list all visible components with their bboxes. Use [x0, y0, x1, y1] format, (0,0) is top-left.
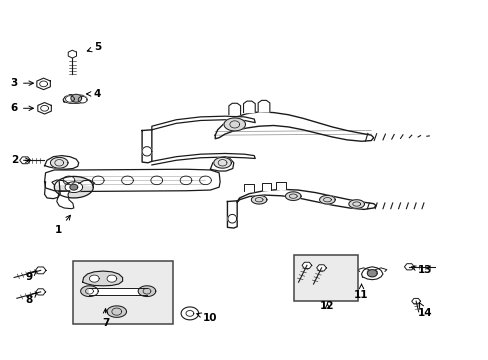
Polygon shape [302, 262, 311, 269]
Polygon shape [65, 96, 74, 102]
Text: 8: 8 [25, 293, 37, 305]
Text: 3: 3 [11, 78, 33, 88]
Polygon shape [152, 116, 255, 130]
Polygon shape [243, 101, 255, 113]
Polygon shape [348, 200, 364, 208]
Polygon shape [237, 189, 375, 210]
Polygon shape [261, 183, 271, 190]
Polygon shape [199, 176, 211, 185]
Polygon shape [79, 180, 94, 186]
Text: 2: 2 [11, 155, 30, 165]
Polygon shape [37, 78, 50, 90]
Text: 1: 1 [55, 215, 70, 235]
Polygon shape [20, 157, 30, 164]
Polygon shape [89, 275, 99, 282]
Polygon shape [251, 195, 266, 204]
Polygon shape [180, 176, 191, 185]
Polygon shape [374, 268, 386, 271]
Text: 9: 9 [25, 271, 36, 282]
Polygon shape [92, 176, 104, 185]
Polygon shape [122, 176, 133, 185]
Polygon shape [52, 180, 69, 185]
Text: 12: 12 [320, 301, 334, 311]
Polygon shape [228, 103, 240, 115]
Polygon shape [366, 270, 376, 277]
Bar [294, 255, 357, 301]
Polygon shape [210, 157, 233, 171]
Polygon shape [152, 153, 255, 165]
Polygon shape [70, 184, 78, 190]
Polygon shape [35, 267, 46, 274]
Polygon shape [82, 271, 122, 286]
Polygon shape [361, 267, 382, 280]
Polygon shape [107, 306, 126, 318]
Text: 13: 13 [410, 265, 431, 275]
Polygon shape [44, 156, 79, 169]
Polygon shape [57, 191, 74, 209]
Text: 10: 10 [196, 313, 217, 323]
Polygon shape [276, 182, 285, 189]
Polygon shape [142, 147, 152, 156]
Polygon shape [258, 100, 269, 112]
Polygon shape [316, 265, 326, 271]
Polygon shape [68, 50, 76, 58]
Polygon shape [63, 95, 87, 103]
Text: 4: 4 [86, 89, 101, 99]
Polygon shape [244, 184, 254, 192]
Polygon shape [215, 112, 373, 141]
Polygon shape [107, 275, 117, 282]
Polygon shape [227, 215, 236, 223]
Polygon shape [151, 176, 162, 185]
Text: 6: 6 [11, 103, 33, 113]
Polygon shape [213, 157, 231, 168]
Polygon shape [404, 264, 413, 270]
Polygon shape [181, 307, 198, 320]
Polygon shape [78, 96, 87, 103]
Polygon shape [65, 182, 82, 193]
Polygon shape [411, 298, 420, 304]
Polygon shape [54, 176, 93, 198]
Bar [73, 261, 172, 324]
Polygon shape [50, 157, 68, 168]
Polygon shape [138, 286, 156, 297]
Text: 14: 14 [417, 303, 431, 318]
Polygon shape [224, 118, 245, 131]
Polygon shape [285, 192, 301, 201]
Polygon shape [36, 289, 45, 295]
Polygon shape [44, 182, 60, 199]
Polygon shape [89, 288, 147, 295]
Polygon shape [71, 94, 81, 102]
Polygon shape [319, 195, 334, 204]
Polygon shape [44, 169, 220, 192]
Polygon shape [38, 103, 51, 114]
Polygon shape [81, 286, 98, 297]
Polygon shape [142, 130, 152, 163]
Text: 5: 5 [87, 42, 102, 52]
Polygon shape [227, 201, 237, 228]
Polygon shape [357, 268, 368, 271]
Text: 7: 7 [102, 309, 109, 328]
Text: 11: 11 [353, 284, 368, 301]
Polygon shape [63, 176, 75, 185]
